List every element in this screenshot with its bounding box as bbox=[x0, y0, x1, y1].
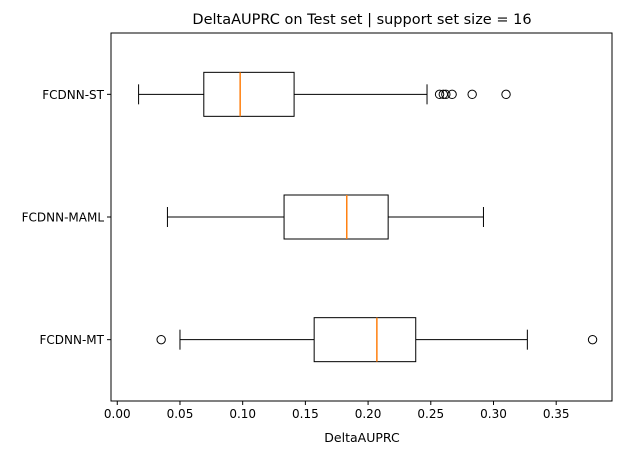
y-tick-label: FCDNN-MAML bbox=[22, 211, 105, 225]
chart-title: DeltaAUPRC on Test set | support set siz… bbox=[192, 12, 531, 28]
box-group bbox=[138, 71, 598, 363]
box-iqr bbox=[283, 194, 389, 240]
x-tick-label: 0.30 bbox=[480, 407, 507, 421]
x-tick-label: 0.25 bbox=[417, 407, 444, 421]
outlier-point bbox=[441, 89, 451, 100]
x-tick-label: 0.00 bbox=[104, 407, 131, 421]
x-axis-label: DeltaAUPRC bbox=[324, 430, 400, 445]
x-tick-label: 0.05 bbox=[167, 407, 194, 421]
outlier-point bbox=[587, 334, 598, 345]
y-tick-label: FCDNN-MT bbox=[40, 333, 105, 347]
x-tick-label: 0.10 bbox=[229, 407, 256, 421]
outlier-point bbox=[156, 334, 166, 345]
outlier-point bbox=[501, 89, 511, 100]
box-iqr bbox=[313, 317, 417, 363]
box-fcdnn-mt bbox=[156, 317, 598, 363]
x-axis: 0.00 0.05 0.10 0.15 0.20 0.25 0.30 0.35 bbox=[104, 401, 570, 421]
y-tick-label: FCDNN-ST bbox=[42, 88, 104, 102]
box-fcdnn-maml bbox=[166, 194, 484, 240]
x-tick-label: 0.35 bbox=[543, 407, 570, 421]
outlier-point bbox=[447, 89, 457, 100]
x-tick-label: 0.20 bbox=[355, 407, 382, 421]
box-fcdnn-st bbox=[138, 71, 511, 117]
outlier-point bbox=[434, 89, 445, 100]
x-tick-label: 0.15 bbox=[292, 407, 319, 421]
y-axis: FCDNN-MT FCDNN-MAML FCDNN-ST bbox=[22, 88, 111, 347]
box-iqr bbox=[203, 71, 295, 117]
outlier-point bbox=[467, 89, 477, 100]
